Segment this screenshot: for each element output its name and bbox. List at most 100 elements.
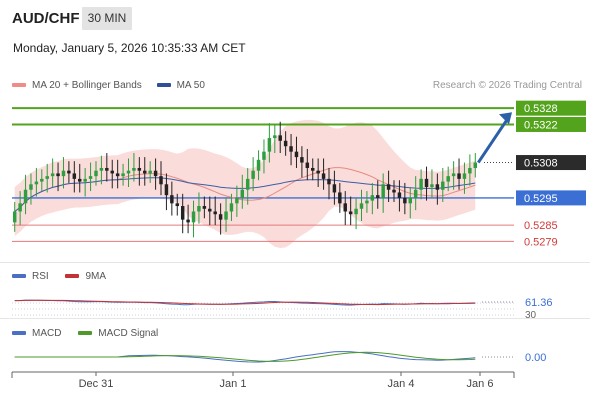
candle-body — [126, 170, 131, 174]
candle-body — [77, 178, 82, 182]
candle-body — [256, 159, 261, 171]
candle-body — [23, 189, 28, 204]
candle-body — [289, 146, 293, 152]
candle-body — [273, 135, 277, 139]
current-level-tag — [516, 155, 586, 171]
instrument-title: AUD/CHF — [12, 10, 80, 27]
candle-body — [451, 173, 456, 177]
rsi-legend-label: RSI — [32, 271, 49, 282]
target-level-tag — [516, 116, 586, 132]
candle-body — [359, 203, 364, 209]
candle-body — [413, 189, 418, 198]
candle-body — [99, 167, 104, 171]
ma50-legend-label: MA 50 — [176, 80, 205, 91]
macd-signal-legend-label: MACD Signal — [98, 328, 159, 339]
candle-body — [148, 170, 152, 174]
timeframe-badge[interactable]: 30 MIN — [82, 7, 132, 30]
rsi-current-label: 61.36 — [525, 297, 553, 309]
candle-body — [105, 167, 109, 171]
candle-body — [197, 206, 201, 212]
candle-body — [386, 184, 391, 190]
candle-body — [365, 200, 369, 204]
candle-body — [208, 208, 212, 212]
candle-body — [300, 157, 304, 163]
candle-body — [121, 173, 125, 177]
x-tick-label: Dec 31 — [79, 378, 114, 390]
candle-body — [132, 167, 136, 171]
candle-body — [462, 173, 467, 179]
candle-body — [40, 178, 44, 182]
projection-arrow — [477, 117, 510, 164]
candle-body — [446, 176, 450, 182]
candle-body — [229, 203, 234, 212]
candle-body — [468, 167, 472, 174]
candle-body — [338, 192, 342, 204]
panel-divider-rsi — [0, 262, 590, 263]
candle-body — [251, 170, 255, 179]
candle-body — [370, 195, 375, 201]
macd-legend: MACD MACD Signal — [12, 328, 158, 339]
candle-body — [50, 173, 55, 177]
x-tick-label: Jan 4 — [388, 378, 415, 390]
candle-body — [153, 170, 158, 177]
candle-body — [305, 162, 310, 168]
bollinger-band — [14, 119, 476, 249]
projection-arrow-head — [499, 112, 512, 125]
candle-body — [457, 173, 461, 179]
candle-body — [473, 162, 478, 168]
rsi-legend: RSI 9MA — [12, 271, 106, 282]
current-level-label: 0.5308 — [524, 158, 558, 170]
candle-body — [56, 173, 60, 177]
candle-body — [430, 184, 434, 188]
candle-body — [94, 170, 98, 177]
candle-body — [343, 203, 347, 212]
candle-body — [408, 197, 413, 204]
support-level-label: 0.5279 — [524, 236, 558, 248]
candle-body — [83, 178, 87, 182]
candle-body — [115, 173, 120, 177]
macd-signal-swatch — [78, 331, 93, 336]
candle-body — [419, 178, 423, 190]
candle-body — [186, 219, 190, 223]
candle-body — [397, 192, 402, 198]
candle-body — [67, 170, 71, 174]
candle-body — [316, 170, 320, 174]
candle-body — [435, 184, 440, 190]
candle-body — [202, 206, 207, 209]
candle-body — [180, 206, 185, 220]
candle-body — [45, 176, 49, 179]
candle-body — [175, 203, 180, 207]
candle-body — [72, 173, 77, 179]
candle-body — [191, 211, 196, 223]
candle-body — [310, 167, 315, 171]
candle-body — [294, 151, 299, 158]
rsi-ma-line — [14, 299, 476, 306]
candle-body — [441, 181, 445, 190]
support-level-label: 0.5285 — [524, 220, 558, 232]
candles-group — [12, 121, 478, 238]
copyright-text: Research © 2026 Trading Central — [432, 80, 582, 91]
candle-body — [12, 211, 17, 223]
candle-body — [321, 173, 326, 179]
timestamp: Monday, January 5, 2026 10:35:33 AM CET — [13, 41, 246, 55]
macd-swatch — [12, 331, 26, 336]
candle-body — [88, 176, 93, 179]
target-level-label: 0.5322 — [524, 119, 558, 131]
panel-divider-macd — [0, 318, 590, 319]
target-level-label: 0.5328 — [524, 103, 558, 115]
candle-body — [245, 178, 250, 190]
candle-body — [381, 184, 385, 198]
ma20-swatch — [12, 83, 26, 88]
candle-body — [18, 203, 22, 212]
rsi-ma-swatch — [65, 274, 80, 279]
rsi-swatch — [12, 274, 26, 279]
candle-body — [240, 189, 245, 198]
candle-body — [424, 178, 429, 188]
macd-signal-line — [14, 351, 476, 362]
ma20-legend-label: MA 20 + Bollinger Bands — [32, 80, 142, 91]
candle-body — [392, 189, 396, 193]
candle-body — [170, 195, 174, 204]
candle-body — [354, 208, 358, 215]
candle-body — [164, 184, 169, 196]
